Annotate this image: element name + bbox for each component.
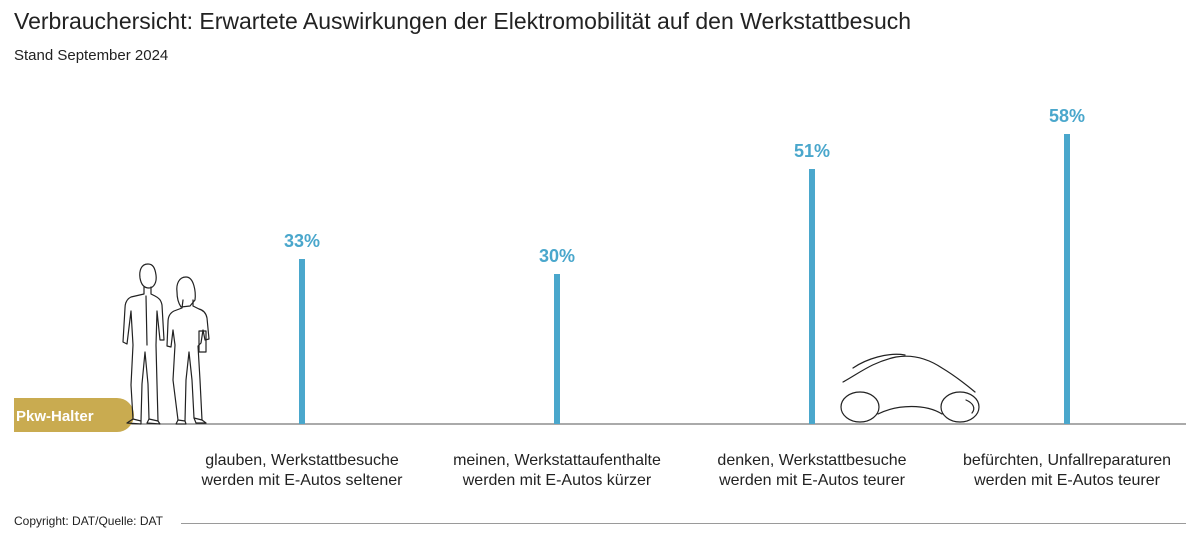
group-label-background bbox=[14, 398, 134, 432]
bars-group bbox=[299, 134, 1070, 424]
value-labels-group: 33% 30% 51% 58% bbox=[284, 106, 1085, 266]
category-label-1-line-2: werden mit E-Autos seltener bbox=[201, 472, 404, 489]
chart-subtitle: Stand September 2024 bbox=[14, 47, 169, 64]
group-label-text: Pkw-Halter bbox=[16, 408, 94, 425]
people-icon bbox=[122, 263, 210, 425]
bar-3 bbox=[809, 169, 815, 424]
car-icon bbox=[840, 353, 980, 423]
category-label-2-line-1: meinen, Werkstattaufenthalte bbox=[453, 452, 661, 469]
category-label-1-line-1: glauben, Werkstattbesuche bbox=[205, 452, 399, 469]
bar-value-label-2: 30% bbox=[539, 246, 575, 266]
copyright-footer: Copyright: DAT/Quelle: DAT bbox=[14, 514, 163, 528]
category-labels-group: glauben, Werkstattbesuche werden mit E-Au… bbox=[201, 452, 1172, 489]
bar-4 bbox=[1064, 134, 1070, 424]
bar-1 bbox=[299, 259, 305, 424]
category-label-3-line-2: werden mit E-Autos teurer bbox=[718, 472, 906, 489]
category-label-4-line-1: befürchten, Unfallreparaturen bbox=[963, 452, 1171, 469]
category-label-4-line-2: werden mit E-Autos teurer bbox=[973, 472, 1161, 489]
bar-2 bbox=[554, 274, 560, 424]
category-label-2-line-2: werden mit E-Autos kürzer bbox=[462, 472, 652, 489]
bar-value-label-1: 33% bbox=[284, 231, 320, 251]
footer-divider bbox=[181, 523, 1186, 524]
group-label-badge: Pkw-Halter bbox=[14, 398, 134, 432]
category-label-3-line-1: denken, Werkstattbesuche bbox=[717, 452, 906, 469]
chart-title: Verbrauchersicht: Erwartete Auswirkungen… bbox=[14, 8, 912, 34]
bar-value-label-3: 51% bbox=[794, 141, 830, 161]
bar-value-label-4: 58% bbox=[1049, 106, 1085, 126]
